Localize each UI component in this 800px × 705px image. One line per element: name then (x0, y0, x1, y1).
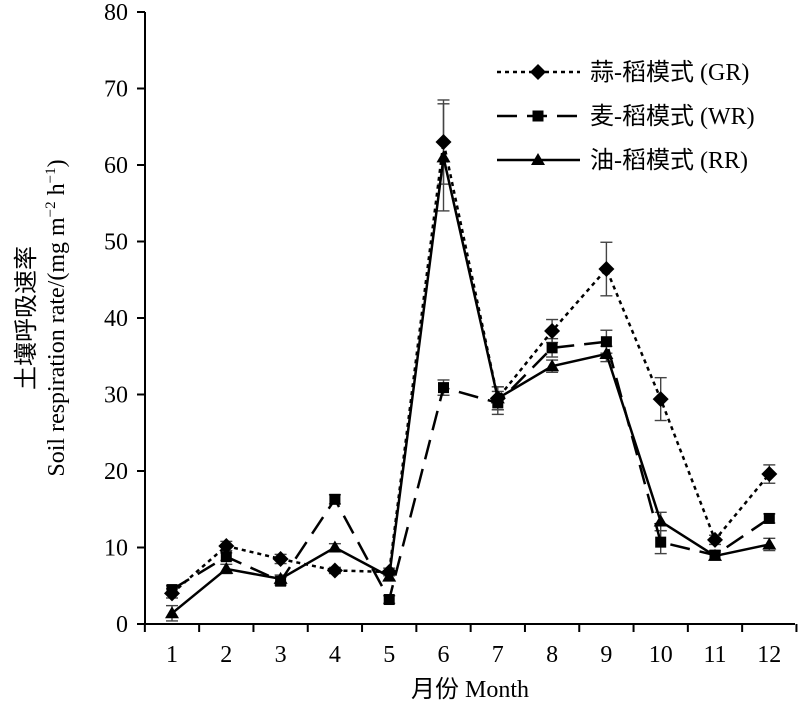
x-tick-label: 10 (649, 642, 673, 668)
legend-label: 麦-稻模式 (WR) (590, 103, 755, 130)
y-tick-label: 0 (116, 612, 128, 638)
data-point (545, 359, 560, 372)
y-axis-title-en-main: Soil respiration rate/(mg m (44, 217, 70, 477)
series-rr (165, 150, 777, 619)
error-bars-gr (166, 99, 776, 599)
legend-label: 油-稻模式 (RR) (590, 147, 748, 174)
y-tick-label: 30 (104, 383, 128, 409)
data-point (383, 594, 395, 606)
data-point (273, 571, 288, 584)
y-tick-label: 70 (104, 77, 128, 103)
y-axis-title-en-h: h (44, 183, 70, 201)
y-tick-label: 40 (104, 306, 128, 332)
legend-entry: 油-稻模式 (RR) (497, 147, 748, 174)
error-bars-rr (166, 103, 776, 622)
y-axis-title: 土壤呼吸速率 Soil respiration rate/(mg m−2 h−1… (13, 159, 70, 476)
y-tick-label: 80 (104, 0, 128, 26)
x-tick-label: 9 (600, 642, 612, 668)
data-point (326, 562, 343, 579)
series-line (171, 141, 771, 595)
data-point (763, 512, 775, 524)
legend-marker (530, 64, 546, 80)
data-point (219, 561, 234, 574)
x-tick-label: 8 (546, 642, 558, 668)
y-axis-title-exp2: −1 (43, 167, 59, 183)
data-point (761, 466, 778, 483)
data-point (762, 537, 777, 550)
y-tick-label: 50 (104, 230, 128, 256)
x-tick-label: 6 (438, 642, 450, 668)
data-point (708, 548, 722, 561)
plot-area (164, 99, 778, 622)
y-axis-title-en: Soil respiration rate/(mg m−2 h−1) (43, 159, 70, 476)
data-point (598, 261, 615, 278)
data-point (327, 540, 342, 553)
y-tick-label: 20 (104, 459, 128, 485)
data-point (653, 514, 668, 527)
data-point (652, 391, 669, 408)
data-point (546, 342, 558, 354)
data-point (707, 531, 723, 548)
legend-entry: 蒜-稻模式 (GR) (497, 59, 749, 86)
x-tick-label: 4 (329, 642, 341, 668)
series-wr (166, 336, 775, 606)
data-point (166, 584, 178, 596)
legend-entry: 麦-稻模式 (WR) (497, 103, 755, 130)
y-tick-label: 10 (104, 536, 128, 562)
data-point (438, 382, 449, 394)
data-point (218, 537, 235, 554)
legend-marker (532, 110, 544, 122)
data-point (544, 323, 561, 340)
y-tick-label: 60 (104, 153, 128, 179)
x-tick-label: 1 (166, 642, 178, 668)
data-point (329, 493, 341, 505)
data-point (490, 391, 505, 404)
series-gr (164, 134, 778, 602)
data-point (382, 569, 397, 582)
data-point (220, 551, 232, 563)
x-tick-label: 2 (220, 642, 232, 668)
x-tick-label: 12 (757, 642, 781, 668)
data-point (599, 346, 614, 359)
data-point (600, 336, 612, 348)
data-point (165, 606, 179, 619)
data-point (272, 550, 289, 567)
data-point (436, 150, 451, 163)
series-line (171, 340, 771, 603)
x-tick-label: 11 (703, 642, 726, 668)
series-line (171, 157, 770, 615)
x-tick-label: 3 (275, 642, 287, 668)
y-axis-title-exp1: −2 (43, 201, 59, 217)
x-axis-ticks: 1 2 3 4 5 6 7 8 9 10 11 12 (143, 624, 798, 668)
data-point (435, 134, 452, 151)
data-point (655, 536, 667, 548)
legend: 蒜-稻模式 (GR) 麦-稻模式 (WR) 油-稻模式 (RR) (497, 59, 755, 174)
x-tick-label: 5 (383, 642, 395, 668)
legend-marker (531, 153, 545, 165)
y-axis-title-cn: 土壤呼吸速率 (13, 246, 40, 390)
error-bars-wr (166, 329, 776, 605)
y-axis-ticks: 0 10 20 30 40 50 60 70 80 (104, 0, 145, 638)
y-axis-title-end: ) (44, 159, 70, 167)
x-axis-title: 月份 Month (411, 676, 529, 703)
legend-label: 蒜-稻模式 (GR) (590, 59, 749, 86)
x-tick-label: 7 (492, 642, 504, 668)
